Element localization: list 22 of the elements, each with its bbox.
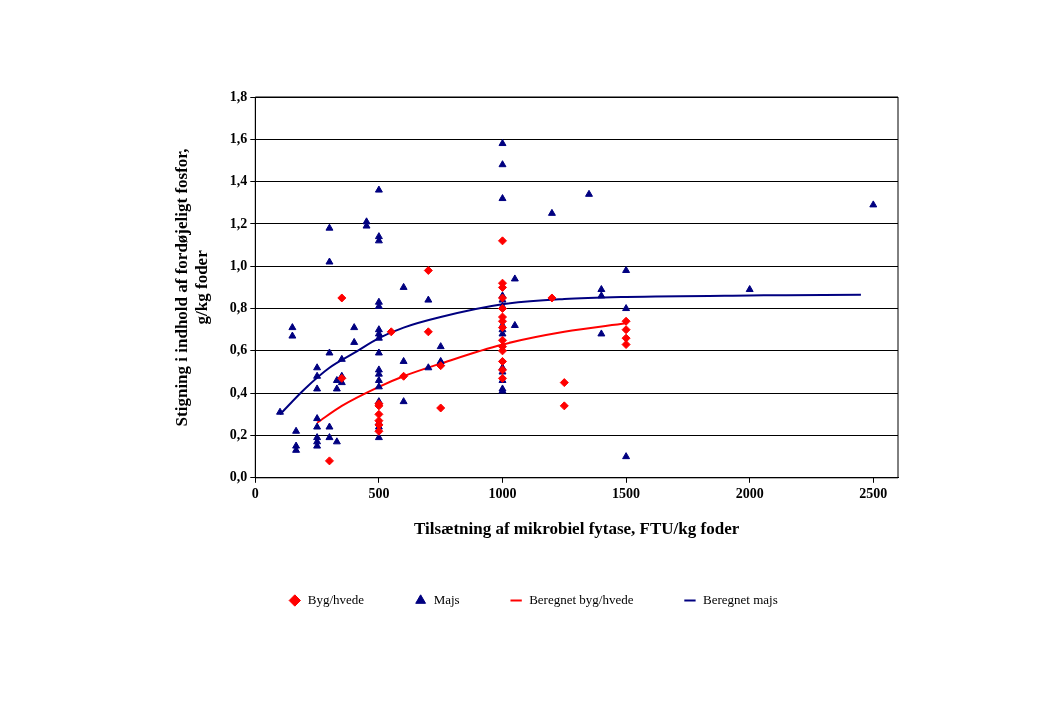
- x-tick-label: 500: [368, 485, 390, 501]
- legend-label: Beregnet byg/hvede: [529, 591, 634, 607]
- x-tick-label: 2500: [859, 485, 888, 501]
- x-axis-title: Tilsætning af mikrobiel fytase, FTU/kg foder: [414, 519, 740, 539]
- legend-label: Majs: [433, 591, 460, 607]
- y-tick-label: 0,0: [229, 469, 248, 485]
- legend-label: Beregnet majs: [702, 591, 778, 607]
- y-tick-label: 0,4: [229, 384, 248, 400]
- y-tick-label: 0,6: [229, 342, 248, 358]
- y-tick-label: 1,6: [229, 130, 248, 146]
- y-tick-label: 1,2: [229, 215, 248, 231]
- y-tick-label: 0,8: [229, 300, 248, 316]
- legend-label: Byg/hvede: [307, 591, 365, 607]
- y-axis-title: Stigning i indhold af fordøjeligt fosfor, g/kg foder: [171, 148, 211, 427]
- x-tick-label: 1000: [488, 485, 517, 501]
- y-tick-label: 1,4: [229, 173, 248, 189]
- x-tick-label: 1500: [612, 485, 641, 501]
- x-tick-label: 2000: [735, 485, 764, 501]
- y-tick-label: 0,2: [229, 427, 248, 443]
- x-tick-label: 0: [251, 485, 259, 501]
- y-tick-label: 1,8: [229, 88, 248, 104]
- y-tick-label: 1,0: [229, 257, 248, 273]
